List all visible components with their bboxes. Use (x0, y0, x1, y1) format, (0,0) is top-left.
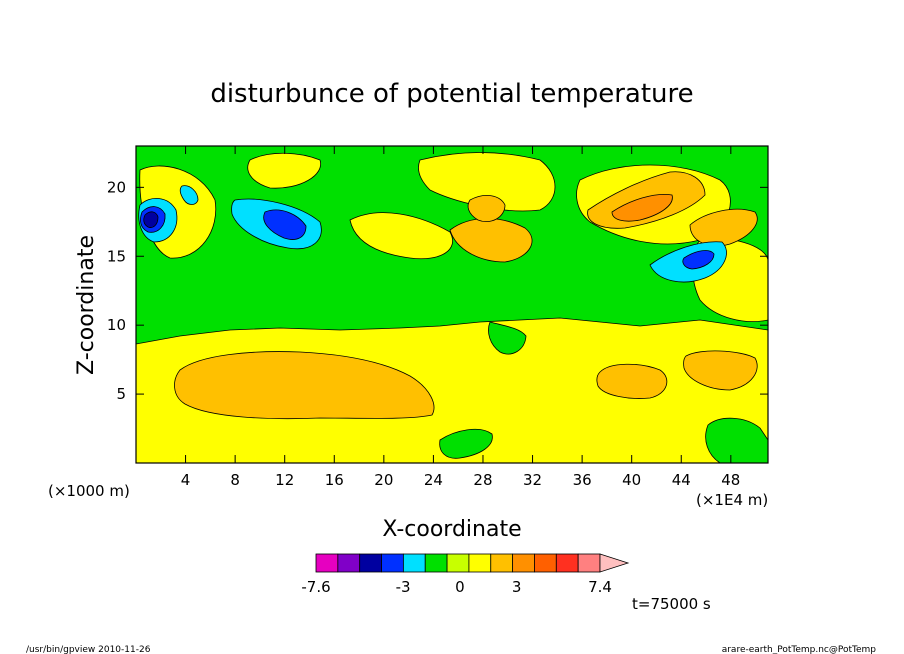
colorbar-segment (555, 553, 579, 573)
colorbar-segment (490, 553, 514, 573)
colorbar-tick-label: 3 (512, 578, 522, 596)
x-tick-label: 12 (275, 471, 294, 489)
x-tick-label: 36 (573, 471, 592, 489)
colorbar-segment (315, 553, 339, 573)
x-tick-label: 40 (622, 471, 641, 489)
colorbar-tick-label: -3 (396, 578, 411, 596)
blue-upper-mid (263, 209, 307, 240)
green-tongue (488, 321, 527, 355)
y-axis-ticks: 5 10 15 20 (107, 178, 768, 403)
yellow-upper-patch-4 (418, 152, 556, 212)
colorbar-segment (424, 553, 448, 573)
y-axis-label: Z-coordinate (74, 235, 99, 375)
colorbar (315, 553, 630, 573)
colorbar-segment (446, 553, 470, 573)
plot-frame (135, 145, 769, 464)
navy-upper-left (143, 211, 159, 228)
orange-lower-band-right (596, 363, 668, 399)
y-tick-label: 15 (107, 247, 126, 265)
colorbar-ticks: -7.6 -3 0 3 7.4 (301, 578, 612, 596)
colorbar-segment (468, 553, 492, 573)
heatmap-field (136, 146, 768, 463)
x-unit-right: (×1E4 m) (696, 491, 768, 509)
orange-lower-band-far-right (683, 350, 758, 391)
colorbar-tick-label: -7.6 (301, 578, 330, 596)
colorbar-segment (337, 553, 361, 573)
yellow-upper-patch-1 (247, 152, 321, 189)
x-tick-label: 28 (473, 471, 492, 489)
footer-right: arare-earth_PotTemp.nc@PotTemp (722, 645, 877, 654)
time-label: t=75000 s (632, 595, 711, 613)
colorbar-segment (402, 553, 426, 573)
x-tick-label: 32 (523, 471, 542, 489)
x-tick-label: 20 (374, 471, 393, 489)
colorbar-segment (381, 553, 404, 573)
cyan-small-left (179, 185, 199, 205)
orange-upper-mid2 (467, 195, 506, 222)
x-tick-label: 48 (721, 471, 740, 489)
x-tick-label: 24 (424, 471, 443, 489)
x-axis-label: X-coordinate (382, 517, 521, 542)
x-axis-ticks: 4 8 12 16 20 24 28 32 36 40 44 48 (181, 146, 740, 489)
orange-lower-band-left (174, 351, 435, 420)
colorbar-segment (577, 553, 601, 573)
x-unit-left: (×1000 m) (48, 482, 130, 500)
green-lower-mid (439, 428, 493, 459)
y-tick-label: 10 (107, 316, 126, 334)
colorbar-segment (359, 553, 382, 573)
green-lower-right (705, 417, 768, 463)
blue-lower-right (682, 250, 715, 270)
orangered-upper-right (611, 193, 673, 222)
footer-left: /usr/bin/gpview 2010-11-26 (26, 645, 151, 654)
colorbar-segment (534, 553, 557, 573)
x-tick-label: 44 (672, 471, 691, 489)
chart-title: disturbunce of potential temperature (210, 79, 693, 109)
colorbar-tick-label: 7.4 (588, 578, 612, 596)
x-tick-label: 8 (230, 471, 240, 489)
colorbar-tick-label: 0 (455, 578, 465, 596)
y-tick-label: 20 (107, 178, 126, 196)
colorbar-arrow (599, 553, 630, 573)
x-tick-label: 16 (325, 471, 344, 489)
y-tick-label: 5 (116, 385, 126, 403)
colorbar-segment (512, 553, 535, 573)
yellow-upper-patch-2 (349, 212, 453, 260)
x-tick-label: 4 (181, 471, 191, 489)
